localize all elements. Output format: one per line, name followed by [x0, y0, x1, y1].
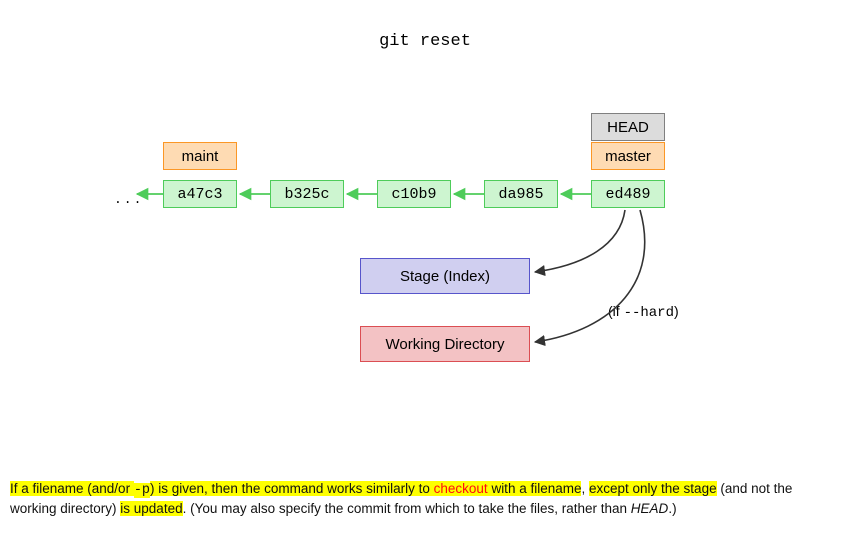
working-directory-box: Working Directory — [360, 326, 530, 362]
branch-master: master — [591, 142, 665, 170]
if-hard-annotation: (if --hard) — [608, 303, 679, 321]
stage-box: Stage (Index) — [360, 258, 530, 294]
branch-maint: maint — [163, 142, 237, 170]
commit-node: ed489 — [591, 180, 665, 208]
ellipsis: ... — [114, 192, 143, 207]
commit-node: a47c3 — [163, 180, 237, 208]
checkout-link[interactable]: checkout — [434, 481, 488, 496]
commit-node: da985 — [484, 180, 558, 208]
head-label: HEAD — [591, 113, 665, 141]
commit-node: c10b9 — [377, 180, 451, 208]
caption-text: If a filename (and/or -p) is given, then… — [10, 480, 840, 518]
diagram-title: git reset — [379, 32, 471, 51]
commit-node: b325c — [270, 180, 344, 208]
